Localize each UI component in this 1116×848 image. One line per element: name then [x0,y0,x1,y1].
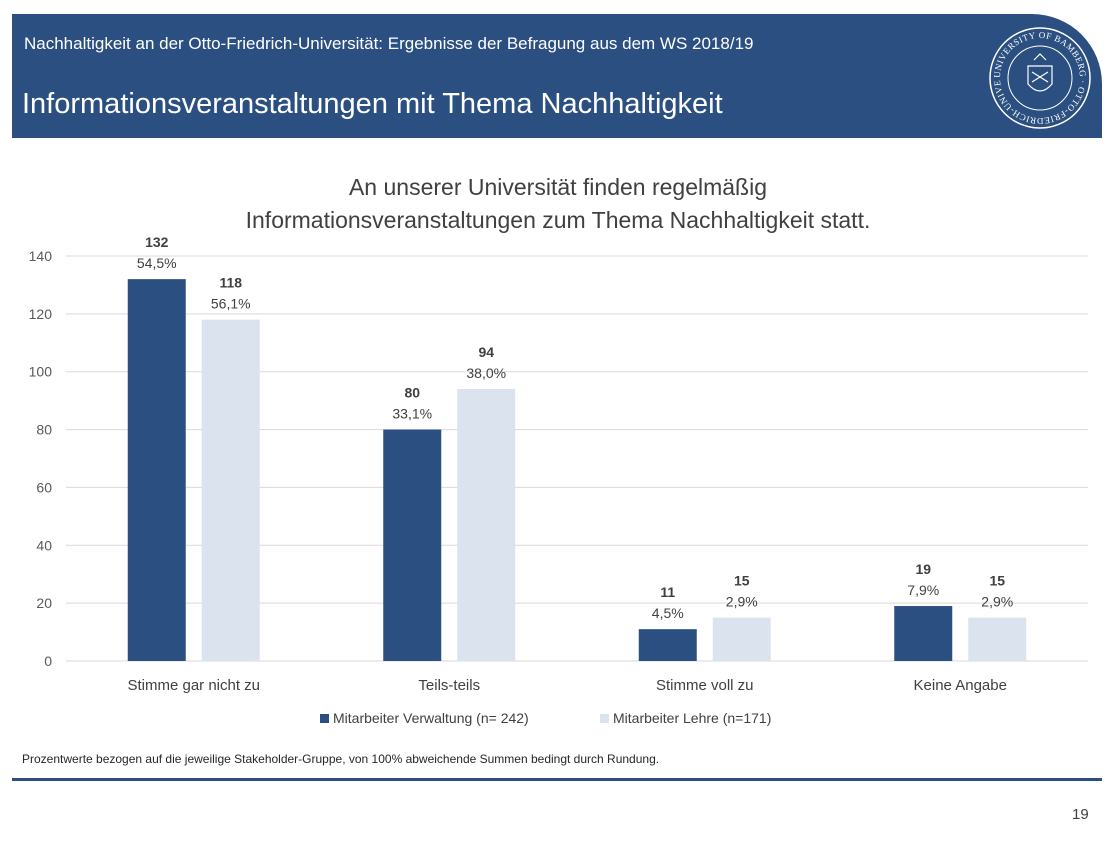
x-category-label: Stimme gar nicht zu [127,677,260,694]
bar-verwaltung [894,606,953,661]
bar-percent-label: 38,0% [466,365,506,381]
y-tick-label: 20 [36,595,52,611]
bar-value-label: 11 [660,584,675,600]
chart-title-line-2: Informationsveranstaltungen zum Thema Na… [246,207,871,233]
y-tick-label: 40 [36,537,52,553]
bar-verwaltung [638,629,697,661]
x-category-label: Keine Angabe [914,677,1007,694]
header-subtitle: Nachhaltigkeit an der Otto-Friedrich-Uni… [24,34,754,53]
header-title: Informationsveranstaltungen mit Thema Na… [22,88,723,120]
x-category-label: Teils-teils [418,677,480,694]
bar-chart: An unserer Universität finden regelmäßig… [29,174,1088,726]
bar-verwaltung [383,429,442,661]
footnote: Prozentwerte bezogen auf die jeweilige S… [22,752,660,766]
y-tick-label: 80 [36,422,52,438]
y-tick-label: 120 [29,306,53,322]
y-tick-label: 100 [29,364,53,380]
bar-lehre [457,389,516,661]
bar-value-label: 132 [145,234,169,250]
x-axis-labels: Stimme gar nicht zu Teils-teils Stimme vol… [127,677,1006,694]
footer-divider [12,778,1102,781]
bar-value-label: 15 [734,573,750,589]
bar-percent-label: 54,5% [137,255,177,271]
chart-title: An unserer Universität finden regelmäßig… [246,174,871,233]
bar-value-label: 15 [989,573,1005,589]
bar-percent-label: 4,5% [652,605,684,621]
legend-swatch [320,714,329,723]
bar-percent-label: 2,9% [726,594,758,610]
bar-lehre [201,319,260,661]
chart-container: An unserer Universität finden regelmäßig… [0,160,1116,740]
legend-label: Mitarbeiter Lehre (n=171) [613,710,771,726]
y-tick-label: 0 [44,653,52,669]
y-tick-label: 140 [29,248,53,264]
bar-value-label: 94 [478,344,494,360]
legend-swatch [600,714,609,723]
university-seal-logo: UNIVERSITY OF BAMBERG · OTTO-FRIEDRICH-U… [988,26,1091,129]
bar-verwaltung [127,279,186,661]
bar-lehre [968,617,1027,661]
slide-header: Nachhaltigkeit an der Otto-Friedrich-Uni… [12,14,1102,138]
chart-title-line-1: An unserer Universität finden regelmäßig [349,174,767,200]
legend-label: Mitarbeiter Verwaltung (n= 242) [333,710,529,726]
bar-percent-label: 33,1% [392,406,432,422]
page-number: 19 [1072,806,1089,823]
bar-percent-label: 2,9% [981,594,1013,610]
bar-value-label: 80 [404,385,420,401]
y-axis-ticks: 0 20 40 60 80 100 120 140 [29,248,53,669]
bar-percent-label: 56,1% [211,296,251,312]
x-category-label: Stimme voll zu [656,677,754,694]
bar-percent-label: 7,9% [907,582,939,598]
y-tick-label: 60 [36,479,52,495]
bar-value-label: 118 [219,275,242,291]
bars: 132 54,5% 118 56,1% 80 33,1% 94 38,0% 11 4,5% 15 2,… [127,234,1027,661]
legend: Mitarbeiter Verwaltung (n= 242) Mitarbeit… [320,710,771,726]
bar-lehre [712,617,771,661]
bar-value-label: 19 [915,561,931,577]
